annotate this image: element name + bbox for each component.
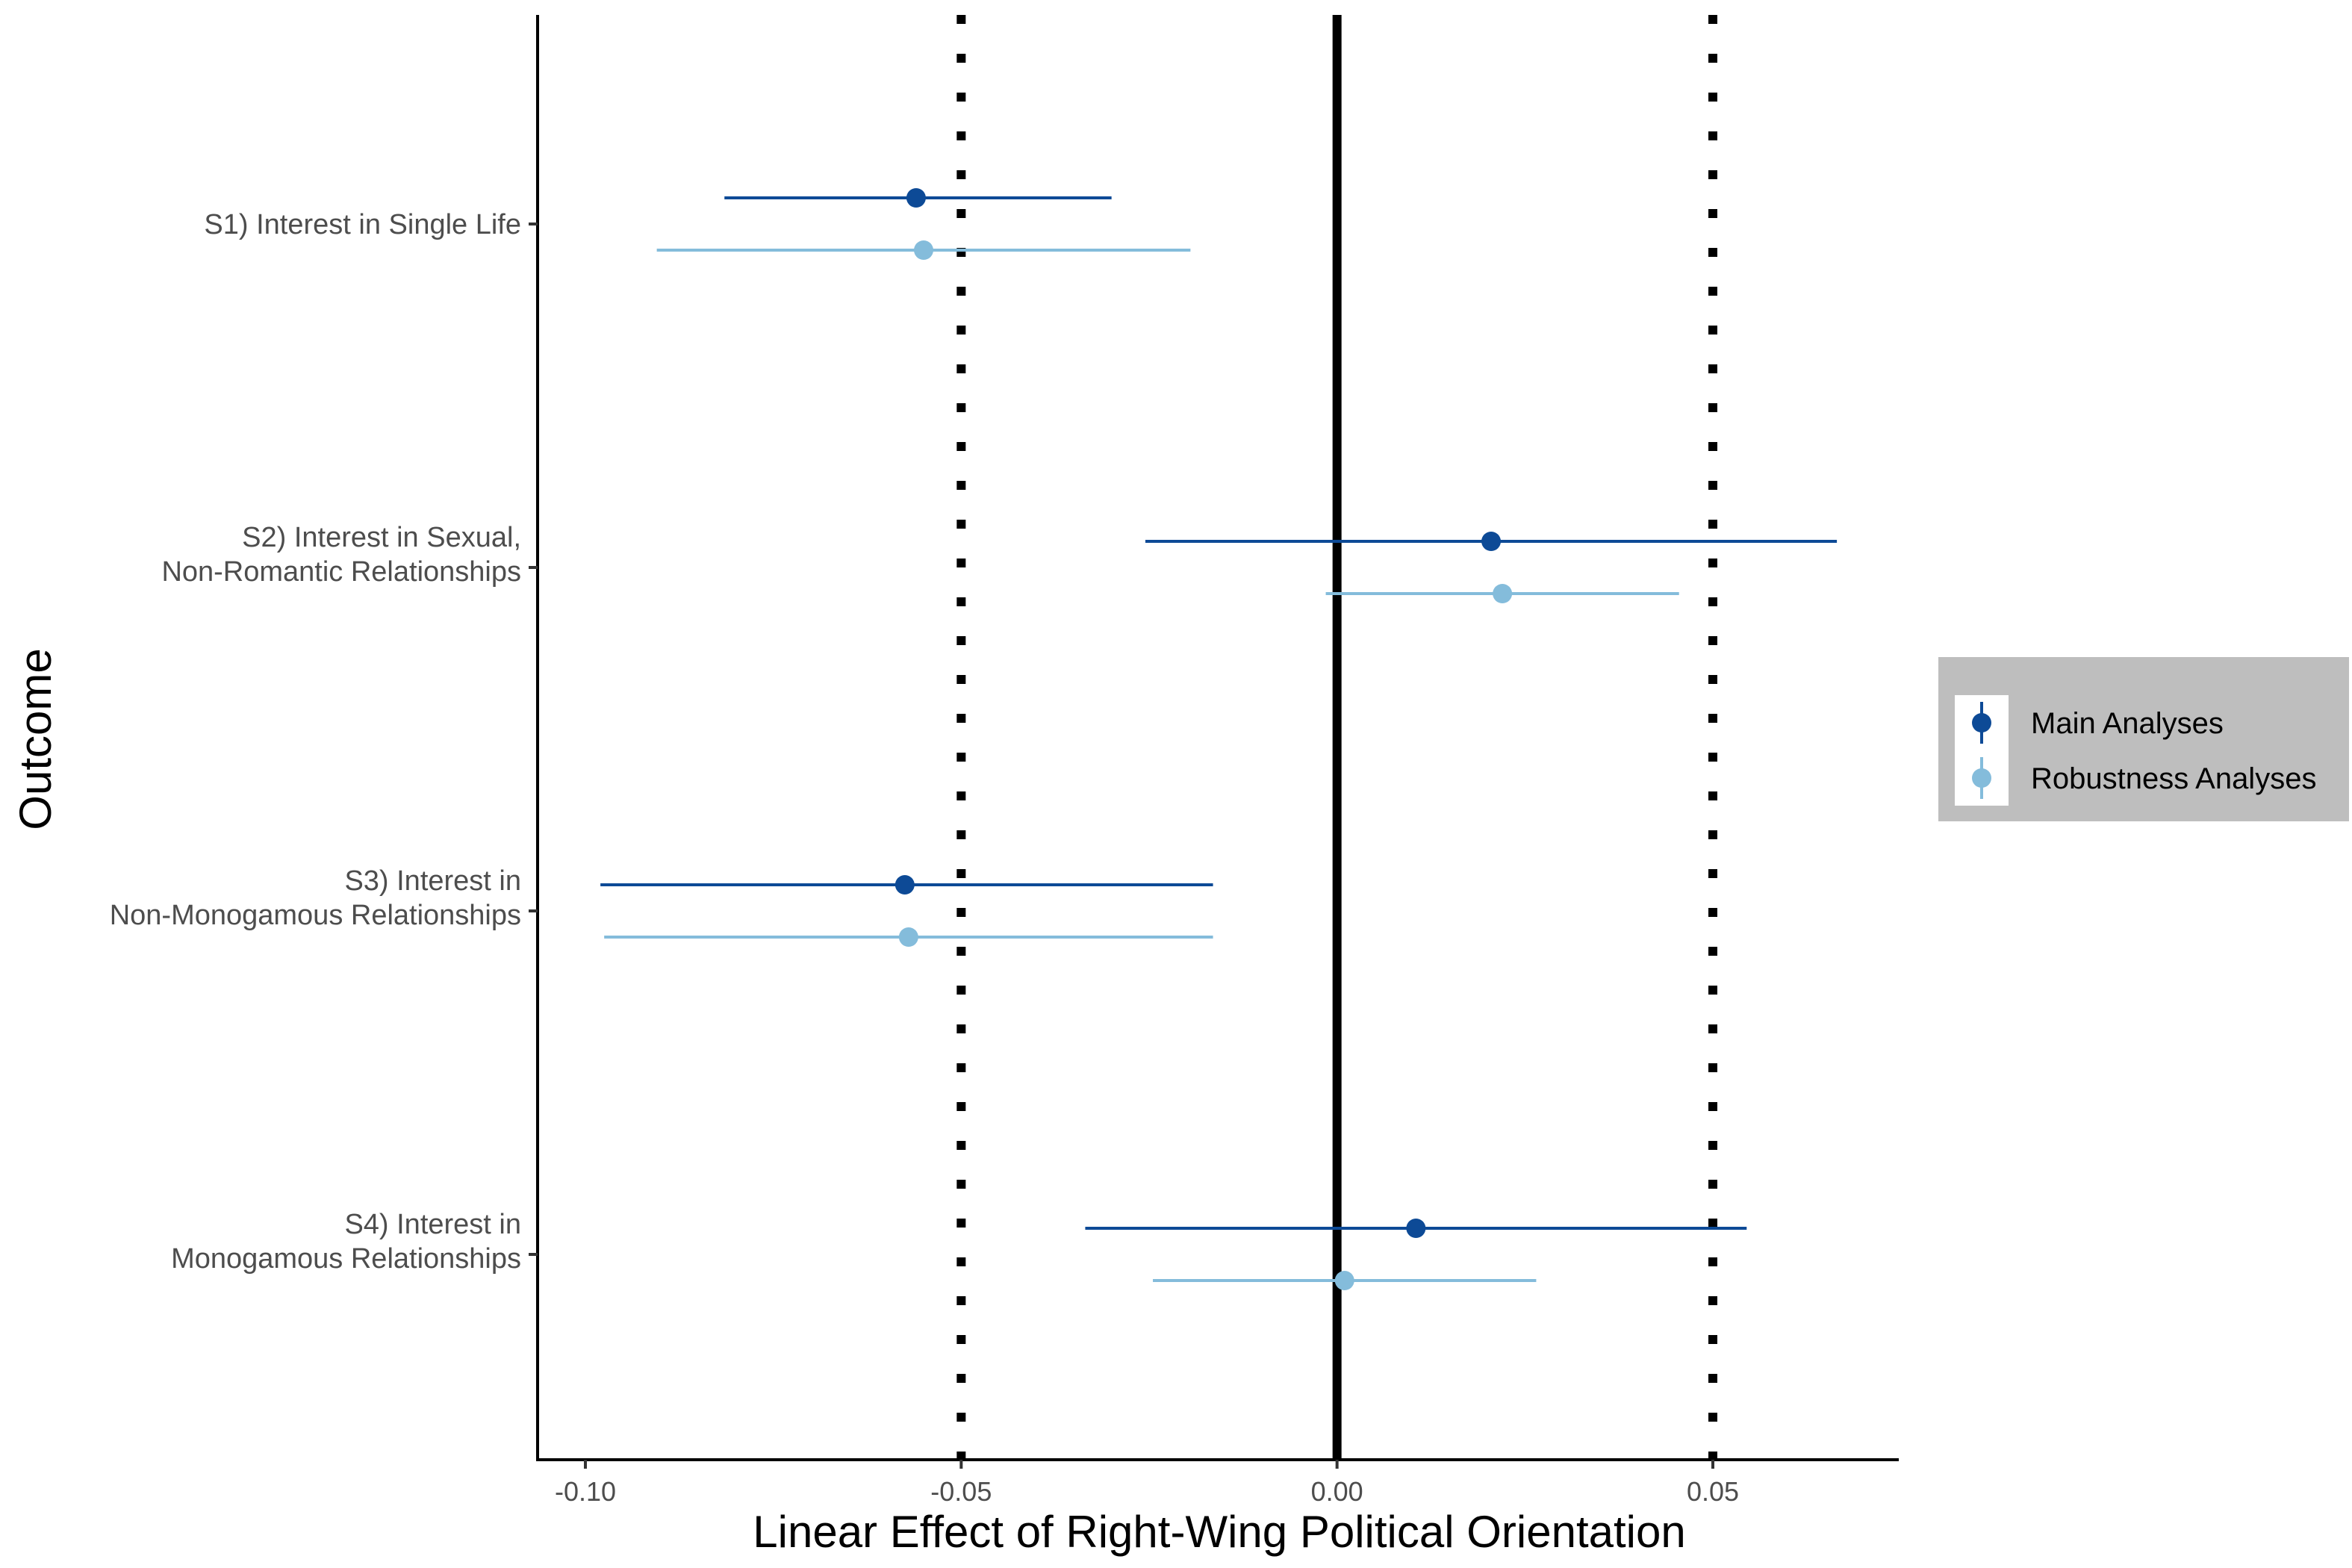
point-robustness-1 <box>914 240 933 260</box>
y-tick-labels: S1) Interest in Single Life S2) Interest … <box>110 209 538 1275</box>
chart-marks <box>600 188 1838 1290</box>
point-main-1 <box>906 188 926 208</box>
reference-lines <box>956 15 1717 1460</box>
legend-label-robustness: Robustness Analyses <box>2031 762 2316 795</box>
x-tick-labels: -0.10 -0.05 0.00 0.05 <box>555 1460 1739 1507</box>
point-robustness-4 <box>1334 1271 1354 1290</box>
point-main-3 <box>895 875 915 895</box>
legend: Main Analyses Robustness Analyses <box>1938 657 2349 821</box>
point-main-4 <box>1406 1219 1426 1238</box>
x-tick-label: -0.05 <box>930 1476 992 1507</box>
point-robustness-3 <box>898 927 918 947</box>
y-tick-label: Non-Monogamous Relationships <box>110 900 521 931</box>
point-main-2 <box>1481 532 1502 551</box>
x-tick-label: 0.00 <box>1311 1476 1363 1507</box>
y-tick-label: S2) Interest in Sexual, <box>242 522 521 553</box>
y-tick-label: S1) Interest in Single Life <box>204 209 521 240</box>
legend-label-main: Main Analyses <box>2031 707 2224 740</box>
x-tick-label: -0.10 <box>555 1476 616 1507</box>
y-tick-label: Non-Romantic Relationships <box>161 556 521 588</box>
legend-key-point <box>1972 768 1991 788</box>
y-tick-label: S3) Interest in <box>344 865 521 897</box>
y-tick-label: Monogamous Relationships <box>171 1243 521 1275</box>
x-axis-title: Linear Effect of Right-Wing Political Or… <box>753 1507 1685 1557</box>
y-tick-label: S4) Interest in <box>344 1209 521 1240</box>
point-robustness-2 <box>1493 584 1513 603</box>
x-tick-label: 0.05 <box>1687 1476 1739 1507</box>
y-axis-title: Outcome <box>10 648 60 830</box>
axes <box>536 15 1899 1461</box>
legend-key-point <box>1972 713 1991 732</box>
